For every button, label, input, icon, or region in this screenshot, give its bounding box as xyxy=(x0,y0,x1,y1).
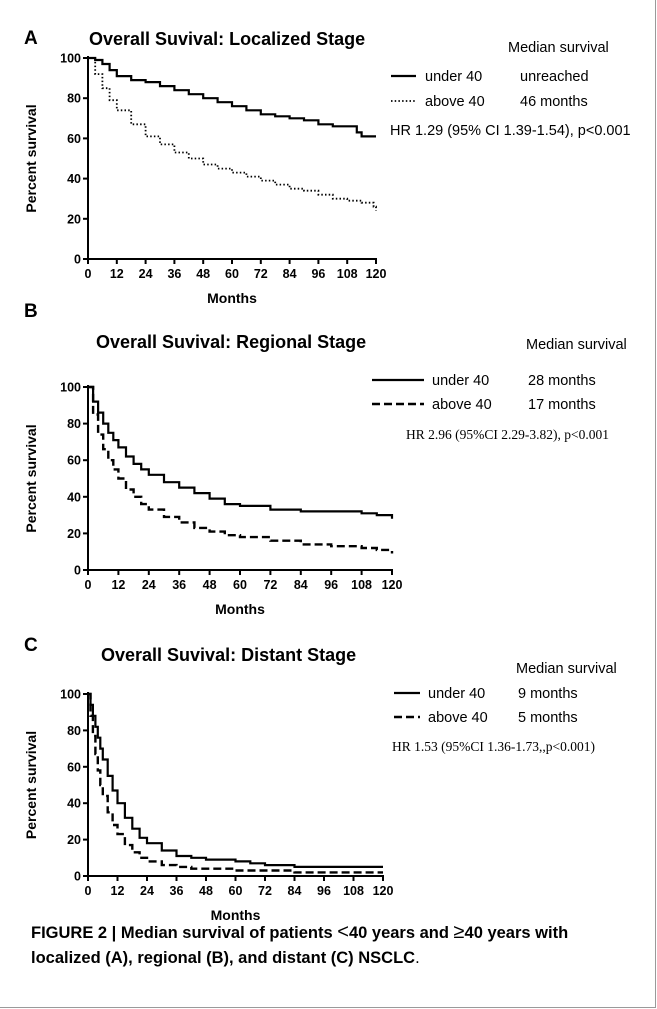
panel-c-y-tick-label: 60 xyxy=(67,760,81,774)
panel-b-x-axis-label: Months xyxy=(215,601,265,617)
panel-b-x-tick-label: 12 xyxy=(111,578,125,592)
panel-c-x-tick-label: 120 xyxy=(373,884,394,898)
panel-a-legend-median-2: 46 months xyxy=(520,94,588,110)
panel-a-letter: A xyxy=(24,28,38,49)
panel-c-x-axis-label: Months xyxy=(211,907,261,923)
panel-b-title: Overall Suvival: Regional Stage xyxy=(96,332,366,352)
panel-a-x-tick-label: 0 xyxy=(85,267,92,281)
caption-greater-equal: ≥ xyxy=(453,921,465,943)
panel-c-y-tick-label: 100 xyxy=(60,688,81,702)
panel-b-legend-median-2: 17 months xyxy=(528,397,596,413)
panel-a-x-tick-label: 48 xyxy=(196,267,210,281)
panel-a-legend-median-1: unreached xyxy=(520,69,589,85)
panel-a-x-tick-label: 84 xyxy=(283,267,297,281)
panel-b-x-tick-label: 36 xyxy=(172,578,186,592)
caption-text-2: 40 years and xyxy=(348,924,454,942)
panel-b-x-tick-label: 0 xyxy=(85,578,92,592)
panel-a-x-tick-label: 96 xyxy=(311,267,325,281)
panel-b-y-tick-label: 20 xyxy=(67,527,81,541)
panel-a-x-tick-label: 72 xyxy=(254,267,268,281)
panel-b-x-tick-label: 96 xyxy=(324,578,338,592)
caption-text-3: 40 years with localized (A), regional (B… xyxy=(31,924,569,967)
panel-c-x-tick-label: 108 xyxy=(343,884,364,898)
caption-period: . xyxy=(415,949,420,967)
panel-a-hazard-ratio: HR 1.29 (95% CI 1.39-1.54), p<0.001 xyxy=(390,123,631,139)
panel-a-y-tick-label: 40 xyxy=(67,172,81,186)
panel-a-legend-title: Median survival xyxy=(508,40,609,56)
panel-b-legend-title: Median survival xyxy=(526,337,627,353)
panel-b-x-tick-label: 72 xyxy=(263,578,277,592)
panel-b-x-tick-label: 48 xyxy=(203,578,217,592)
panel-a-x-tick-label: 120 xyxy=(366,267,387,281)
panel-b-y-tick-label: 100 xyxy=(60,381,81,395)
caption-text-1: FIGURE 2 | Median survival of patients xyxy=(31,924,338,942)
panel-c-letter: C xyxy=(24,635,38,656)
panel-b-x-tick-label: 84 xyxy=(294,578,308,592)
panel-a-x-tick-label: 108 xyxy=(337,267,358,281)
panel-b-x-tick-label: 120 xyxy=(382,578,403,592)
panel-a-series-under-40-line xyxy=(88,56,376,138)
panel-b-y-tick-label: 40 xyxy=(67,490,81,504)
panel-a-y-tick-label: 100 xyxy=(60,52,81,66)
figure-caption: FIGURE 2 | Median survival of patients <… xyxy=(31,920,641,971)
panel-b-x-tick-label: 60 xyxy=(233,578,247,592)
panel-a-legend-name-2: above 40 xyxy=(425,94,485,110)
panel-c-hazard-ratio: HR 1.53 (95%CI 1.36-1.73,,p<0.001) xyxy=(392,739,595,754)
panel-c-x-tick-label: 24 xyxy=(140,884,154,898)
panel-c-y-tick-label: 80 xyxy=(67,724,81,738)
panel-b-y-tick-label: 60 xyxy=(67,454,81,468)
panel-a-x-axis-label: Months xyxy=(207,290,257,306)
panel-b-y-tick-label: 80 xyxy=(67,417,81,431)
panel-a-y-tick-label: 0 xyxy=(74,253,81,267)
panel-b-y-axis-label: Percent survival xyxy=(23,424,39,532)
panel-c-x-tick-label: 0 xyxy=(85,884,92,898)
panel-c-legend-median-2: 5 months xyxy=(518,710,578,726)
panel-b-series-above-40-line xyxy=(88,385,394,554)
panel-b-x-tick-label: 24 xyxy=(142,578,156,592)
panel-c-title: Overall Suvival: Distant Stage xyxy=(101,645,356,665)
panel-c-x-tick-label: 84 xyxy=(288,884,302,898)
panel-c-x-tick-label: 96 xyxy=(317,884,331,898)
panel-c-y-tick-label: 0 xyxy=(74,870,81,884)
panel-b-legend-name-2: above 40 xyxy=(432,397,492,413)
panel-a-x-tick-label: 60 xyxy=(225,267,239,281)
panel-a-x-tick-label: 12 xyxy=(110,267,124,281)
caption-less-than: < xyxy=(337,921,349,943)
panel-c-series-under-40-line xyxy=(88,692,383,868)
panel-a-x-tick-label: 36 xyxy=(167,267,181,281)
panel-b-y-tick-label: 0 xyxy=(74,564,81,578)
panel-a-legend-name-1: under 40 xyxy=(425,69,482,85)
panel-c-x-tick-label: 48 xyxy=(199,884,213,898)
panel-b-letter: B xyxy=(24,301,38,322)
panel-b-legend-median-1: 28 months xyxy=(528,373,596,389)
panel-c-legend-name-2: above 40 xyxy=(428,710,488,726)
panel-a-x-tick-label: 24 xyxy=(139,267,153,281)
panel-c-x-tick-label: 36 xyxy=(170,884,184,898)
panel-c-y-tick-label: 40 xyxy=(67,797,81,811)
panel-b-hazard-ratio: HR 2.96 (95%CI 2.29-3.82), p<0.001 xyxy=(406,427,609,442)
panel-b-x-tick-label: 108 xyxy=(351,578,372,592)
panel-c-legend-median-1: 9 months xyxy=(518,686,578,702)
panel-c-y-axis-label: Percent survival xyxy=(23,731,39,839)
panel-a-y-tick-label: 20 xyxy=(67,212,81,226)
panel-a-y-tick-label: 60 xyxy=(67,132,81,146)
panel-b-series-under-40-line xyxy=(88,385,394,519)
panel-c-legend-title: Median survival xyxy=(516,661,617,677)
panel-a-y-axis-label: Percent survival xyxy=(23,104,39,212)
panel-b-legend-name-1: under 40 xyxy=(432,373,489,389)
panel-c-y-tick-label: 20 xyxy=(67,833,81,847)
panel-c-x-tick-label: 12 xyxy=(111,884,125,898)
panel-a-series-above-40-line xyxy=(88,57,377,211)
panel-c-x-tick-label: 60 xyxy=(229,884,243,898)
panel-a-y-tick-label: 80 xyxy=(67,92,81,106)
panel-a-title: Overall Suvival: Localized Stage xyxy=(89,29,365,49)
panel-c-legend-name-1: under 40 xyxy=(428,686,485,702)
panel-c-series-above-40-line xyxy=(88,692,383,874)
panel-c-x-tick-label: 72 xyxy=(258,884,272,898)
